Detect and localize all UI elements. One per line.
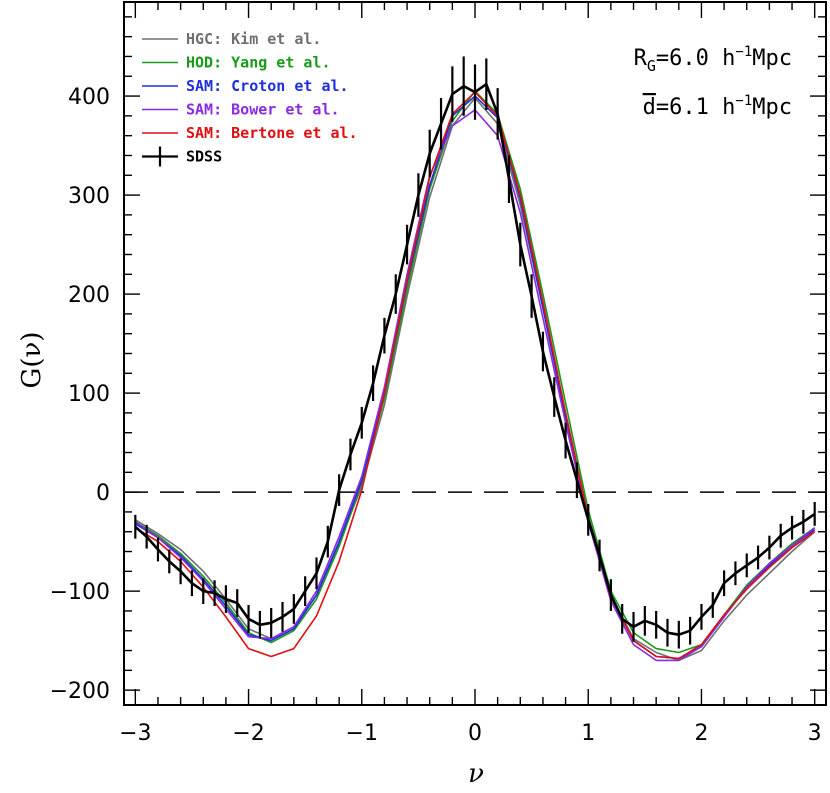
x-tick-label: −3 bbox=[119, 721, 151, 746]
series-line-sdss bbox=[134, 82, 816, 637]
x-tick-label: 0 bbox=[468, 721, 482, 746]
x-tick-label: −2 bbox=[232, 721, 264, 746]
legend-item: HGC: Kim et al. bbox=[142, 30, 321, 48]
axes-layer: −3 −2 −1 0 1 2 3 −200 −100 0 100 200 300 400 bbox=[50, 1, 827, 746]
y-tick-label: 300 bbox=[68, 184, 110, 209]
mean-separation-annotation: d=6.1 h−1Mpc bbox=[643, 93, 792, 120]
plot-layer bbox=[124, 56, 826, 662]
legend-item: HOD: Yang et al. bbox=[142, 54, 331, 72]
x-tick-label: 1 bbox=[581, 721, 595, 746]
y-tick-label: 100 bbox=[68, 382, 110, 407]
series-line-sam-bertone-et-al bbox=[134, 91, 816, 660]
y-axis-title: G(ν) bbox=[17, 332, 47, 389]
y-tick-label: 200 bbox=[68, 283, 110, 308]
legend-item: SDSS bbox=[142, 146, 222, 167]
series-line-hgc-kim-et-al bbox=[134, 97, 816, 662]
legend-label: SDSS bbox=[186, 148, 222, 166]
legend-label: HGC: Kim et al. bbox=[186, 30, 321, 48]
legend-label: SAM: Bertone et al. bbox=[186, 124, 358, 142]
series-line-sam-bower-et-al bbox=[134, 109, 816, 662]
error-bars-sdss bbox=[134, 56, 816, 649]
x-axis-title: ν bbox=[468, 759, 484, 789]
series-line-hod-yang-et-al bbox=[134, 90, 816, 654]
y-tick-label: −200 bbox=[50, 679, 110, 704]
y-tick-label: −100 bbox=[50, 580, 110, 605]
legend-item: SAM: Croton et al. bbox=[142, 77, 349, 95]
legend-item: SAM: Bertone et al. bbox=[142, 124, 358, 142]
legend-label: SAM: Bower et al. bbox=[186, 101, 340, 119]
legend-item: SAM: Bower et al. bbox=[142, 101, 340, 119]
y-tick-label: 0 bbox=[96, 481, 110, 506]
x-tick-label: −1 bbox=[346, 721, 378, 746]
x-tick-label: 2 bbox=[694, 721, 708, 746]
legend-label: HOD: Yang et al. bbox=[186, 54, 331, 72]
legend-label: SAM: Croton et al. bbox=[186, 77, 349, 95]
smoothing-length-annotation: RG=6.0 h−1Mpc bbox=[634, 44, 792, 75]
x-tick-label: 3 bbox=[808, 721, 822, 746]
annotations: RG=6.0 h−1Mpc d=6.1 h−1Mpc bbox=[634, 44, 792, 120]
series-line-sam-croton-et-al bbox=[134, 95, 816, 660]
legend: HGC: Kim et al. HOD: Yang et al. SAM: Crot… bbox=[142, 30, 358, 167]
y-tick-label: 400 bbox=[68, 85, 110, 110]
